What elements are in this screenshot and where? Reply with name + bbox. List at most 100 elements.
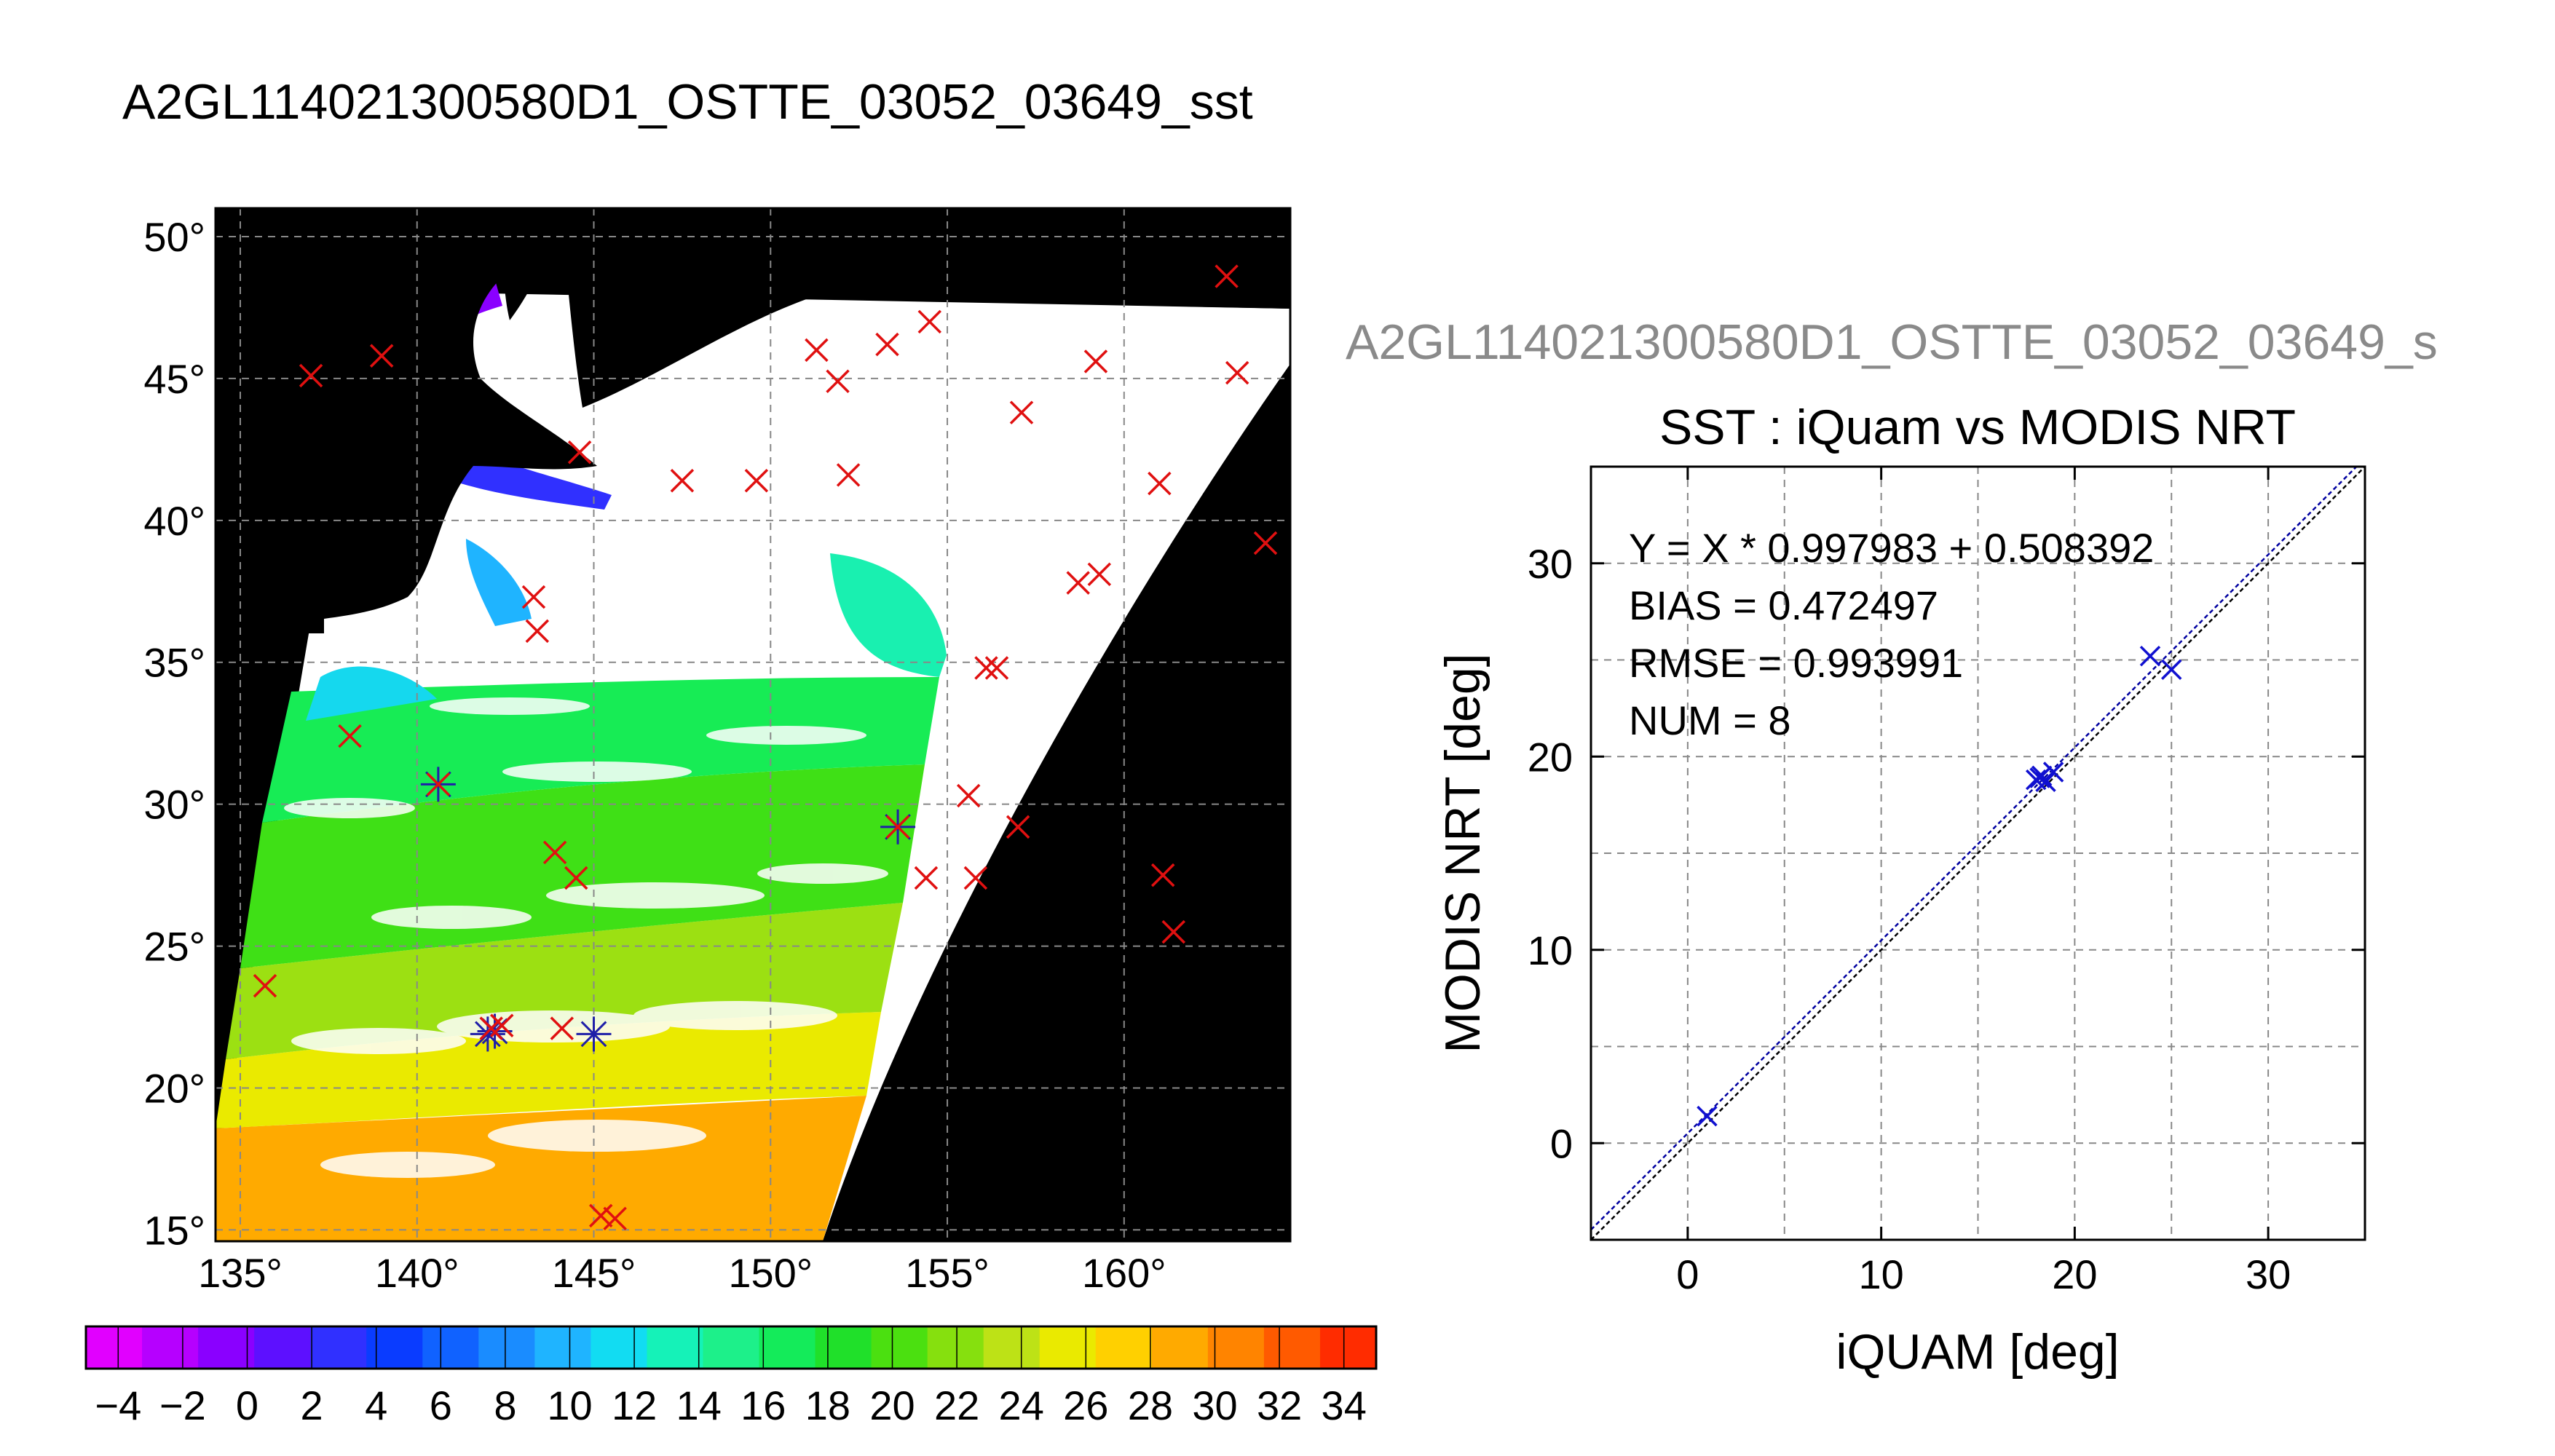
scatter-point <box>2042 761 2064 783</box>
map-marker-red <box>885 815 910 839</box>
marker-stroke <box>2025 769 2047 791</box>
scatter-stat-line: RMSE = 0.993991 <box>1629 640 1963 686</box>
marker-stroke <box>299 363 323 388</box>
marker-stroke <box>1215 264 1239 288</box>
colorbar-segment <box>1207 1326 1265 1369</box>
map-marker-red <box>1225 360 1249 385</box>
colorbar-segment <box>759 1326 816 1369</box>
scatter-ytick-label: 30 <box>1528 541 1573 587</box>
sst-bright-green-band <box>262 677 939 823</box>
map-marker-red <box>1253 531 1278 555</box>
marker-stroke <box>1087 562 1112 587</box>
scatter-stat-line: NUM = 8 <box>1629 697 1791 743</box>
marker-stroke <box>369 344 394 368</box>
marker-stroke <box>2139 645 2161 667</box>
scatter-stat-line: BIAS = 0.472497 <box>1629 582 1938 628</box>
scatter-xtick-label: 0 <box>1676 1251 1699 1297</box>
colorbar-segment <box>310 1326 367 1369</box>
marker-stroke <box>580 1021 607 1048</box>
land-japan <box>216 208 597 633</box>
identity-line <box>1591 467 2365 1240</box>
map-marker-red <box>299 363 323 388</box>
marker-stroke <box>963 866 988 890</box>
scatter-point <box>2139 645 2161 667</box>
map-frame <box>214 207 1292 1243</box>
fit-line <box>1591 467 2358 1231</box>
colorbar-segment <box>1263 1326 1321 1369</box>
marker-stroke <box>490 1013 514 1037</box>
colorbar-tick-label: 18 <box>805 1382 850 1428</box>
map-marker-red <box>963 866 988 890</box>
lat-tick-label: 15° <box>143 1207 205 1253</box>
lat-tick-label: 40° <box>143 498 205 544</box>
colorbar-segment <box>1039 1326 1097 1369</box>
map-marker-red <box>490 1013 514 1037</box>
map-marker-red <box>1215 264 1239 288</box>
scatter-point <box>1697 1105 1718 1127</box>
sst-orange-band <box>216 1096 866 1241</box>
marker-stroke <box>1161 919 1186 944</box>
marker-stroke <box>588 1203 613 1228</box>
map-marker-red <box>1148 471 1172 496</box>
map-marker-red <box>567 440 592 464</box>
colorbar-tick-label: 30 <box>1192 1382 1237 1428</box>
map-marker-red <box>1150 863 1175 887</box>
map-marker-red <box>1006 815 1030 839</box>
colorbar-segment <box>142 1326 199 1369</box>
sst-cyan-patch-west <box>306 666 437 721</box>
map-marker-red <box>826 369 850 394</box>
lon-tick-label: 145° <box>552 1250 636 1296</box>
scatter-plot: SST : iQuam vs MODIS NRT 0 10 20 300102030 … <box>1435 400 2366 1380</box>
sst-lightgreen-band <box>226 903 903 1059</box>
colorbar: −4 −2 0 2 4 6 8 10 12 14 16 18 20 22 24 26 28 30 32 34 <box>84 1325 1378 1428</box>
marker-stroke <box>917 309 942 334</box>
colorbar-tick-label: 28 <box>1128 1382 1173 1428</box>
marker-stroke <box>525 619 550 644</box>
lat-tick-label: 30° <box>143 782 205 828</box>
colorbar-tick-label: 32 <box>1257 1382 1302 1428</box>
scatter-ticks: 0 10 20 30 0 10 20 30 <box>1528 467 2365 1297</box>
sst-map: 135° 140° 145° 150° 155° 160° 15° 20° 25° 30° 35°… <box>143 207 1292 1296</box>
colorbar-tick-label: −4 <box>95 1382 141 1428</box>
marker-stroke <box>603 1206 627 1231</box>
map-marker-red <box>588 1203 613 1228</box>
scatter-frame <box>1590 465 2366 1241</box>
scatter-xlabel: iQUAM [deg] <box>1836 1324 2119 1380</box>
marker-stroke <box>984 656 1009 680</box>
colorbar-segment <box>927 1326 984 1369</box>
colorbar-segment <box>703 1326 760 1369</box>
map-marker-red <box>974 656 998 680</box>
map-marker-red <box>956 783 981 808</box>
colorbar-segment <box>254 1326 311 1369</box>
scatter-grid <box>1591 467 2365 1240</box>
colorbar-tick-label: −2 <box>159 1382 206 1428</box>
map-marker-red <box>1009 400 1034 424</box>
scatter-lines <box>1591 467 2365 1240</box>
colorbar-frame <box>84 1325 1378 1370</box>
marker-stroke <box>521 585 546 609</box>
map-grid <box>216 208 1290 1241</box>
marker-stroke <box>550 1016 574 1040</box>
map-marker-red <box>1066 571 1090 595</box>
scatter-ylabel: MODIS NRT [deg] <box>1435 653 1490 1053</box>
map-marker-red <box>338 724 362 748</box>
map-marker-red <box>1083 349 1108 373</box>
map-marker-red <box>521 585 546 609</box>
marker-stroke <box>564 866 588 890</box>
marker-stroke <box>956 783 981 808</box>
colorbar-segment <box>815 1326 872 1369</box>
colorbar-segment <box>422 1326 479 1369</box>
marker-stroke <box>1006 815 1030 839</box>
lat-tick-label: 45° <box>143 356 205 402</box>
colorbar-segment <box>591 1326 648 1369</box>
scatter-point <box>2035 771 2056 793</box>
scatter-points <box>1697 645 2182 1127</box>
colorbar-tick-label: 34 <box>1322 1382 1367 1428</box>
marker-stroke <box>836 463 861 487</box>
colorbar-segment <box>1151 1326 1209 1369</box>
sst-yellow-band <box>216 1012 881 1128</box>
marker-stroke <box>885 815 910 839</box>
scatter-stat-line: Y = X * 0.997983 + 0.508392 <box>1629 525 2154 571</box>
marker-stroke <box>1148 471 1172 496</box>
